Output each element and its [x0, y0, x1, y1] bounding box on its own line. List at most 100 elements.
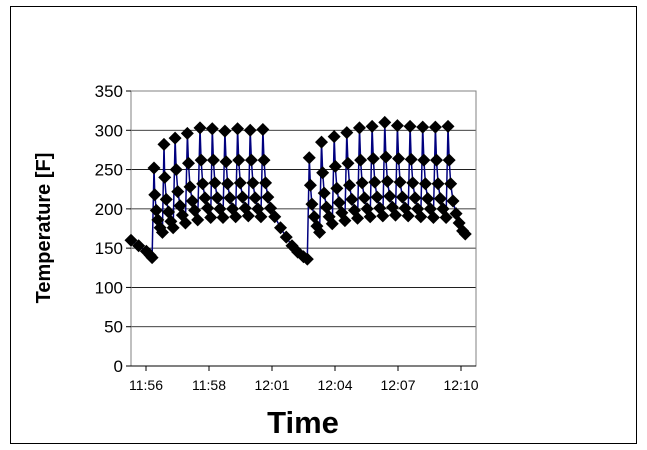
data-point [379, 150, 393, 164]
data-point [439, 211, 453, 224]
data-point [395, 190, 409, 204]
data-point [406, 176, 420, 190]
data-series [124, 115, 472, 266]
data-point [204, 211, 218, 224]
data-point [132, 239, 146, 253]
data-point [416, 120, 430, 134]
x-tick-label: 11:58 [192, 377, 226, 393]
data-point [166, 221, 180, 235]
data-point [458, 227, 472, 241]
data-point [257, 153, 271, 167]
data-point [378, 115, 392, 129]
data-point [244, 153, 258, 167]
chart-frame: 0 50 100 150 200 250 300 350 11:56 11:58 12:01 12:… [10, 6, 637, 444]
data-point [302, 151, 316, 165]
x-tick-label: 12:04 [317, 377, 352, 393]
data-point [307, 210, 321, 224]
data-point [327, 130, 341, 144]
data-point [206, 153, 220, 167]
data-point [300, 252, 314, 266]
data-point [182, 156, 195, 170]
data-point [433, 192, 447, 206]
data-point [193, 121, 207, 135]
data-point [236, 190, 250, 204]
y-tick-label: 200 [95, 200, 123, 219]
x-tick-label: 11:56 [129, 377, 163, 393]
data-point [383, 189, 397, 203]
y-axis: 0 50 100 150 200 250 300 350 [95, 82, 131, 376]
data-point [404, 152, 418, 166]
data-point [229, 210, 243, 224]
data-point [243, 123, 257, 137]
data-point [393, 175, 407, 189]
data-point [341, 156, 355, 170]
data-point [158, 170, 172, 184]
data-point [444, 177, 458, 191]
data-point [338, 214, 352, 228]
data-point [376, 209, 390, 223]
data-point [316, 166, 330, 180]
data-point [430, 153, 444, 167]
data-point [446, 194, 460, 208]
x-axis-title: Time [267, 405, 339, 440]
data-point [355, 176, 369, 190]
y-tick-label: 150 [95, 239, 123, 258]
data-point [315, 135, 329, 149]
data-point [370, 190, 384, 204]
data-point [330, 181, 344, 195]
data-point [426, 211, 440, 224]
data-point [313, 225, 327, 239]
data-point [368, 175, 382, 189]
data-point [274, 221, 287, 235]
data-point [392, 152, 406, 166]
data-point [441, 119, 455, 133]
data-point [365, 119, 379, 133]
data-point [159, 192, 173, 206]
data-point [171, 185, 185, 199]
data-point [401, 209, 415, 223]
y-tick-label: 350 [95, 82, 123, 101]
data-point [178, 216, 192, 230]
data-point [219, 155, 233, 169]
data-point [148, 188, 162, 202]
data-point [124, 233, 138, 247]
y-tick-label: 0 [114, 357, 123, 376]
data-point [248, 191, 262, 205]
data-point [380, 174, 394, 188]
data-point [232, 153, 246, 167]
y-tick-label: 50 [104, 318, 123, 337]
data-point [180, 126, 194, 140]
y-tick-label: 100 [95, 278, 123, 297]
data-point [233, 176, 247, 190]
data-point [205, 122, 219, 136]
data-point [231, 122, 245, 136]
data-point [210, 191, 224, 205]
data-point [340, 126, 354, 140]
data-point [351, 211, 365, 225]
data-point [218, 124, 232, 138]
data-point [332, 196, 346, 210]
data-point [149, 203, 163, 217]
data-point [408, 191, 422, 205]
data-point [145, 251, 159, 265]
data-point [169, 163, 183, 177]
data-point [254, 210, 268, 224]
data-point [352, 121, 366, 135]
data-point [157, 137, 171, 151]
data-point [328, 159, 342, 173]
data-point [241, 209, 255, 223]
data-point [414, 210, 428, 224]
data-point [221, 177, 235, 191]
data-point [389, 208, 402, 222]
data-point [173, 199, 187, 213]
data-point [403, 119, 417, 133]
data-point [185, 194, 199, 208]
x-axis: 11:56 11:58 12:01 12:04 12:07 12:10 [129, 365, 479, 393]
data-point [325, 217, 339, 231]
data-point [442, 153, 456, 167]
y-axis-title: Temperature [F] [33, 153, 55, 304]
data-point [268, 210, 282, 224]
data-point [191, 213, 205, 227]
data-point [345, 192, 359, 206]
data-point [147, 161, 161, 175]
